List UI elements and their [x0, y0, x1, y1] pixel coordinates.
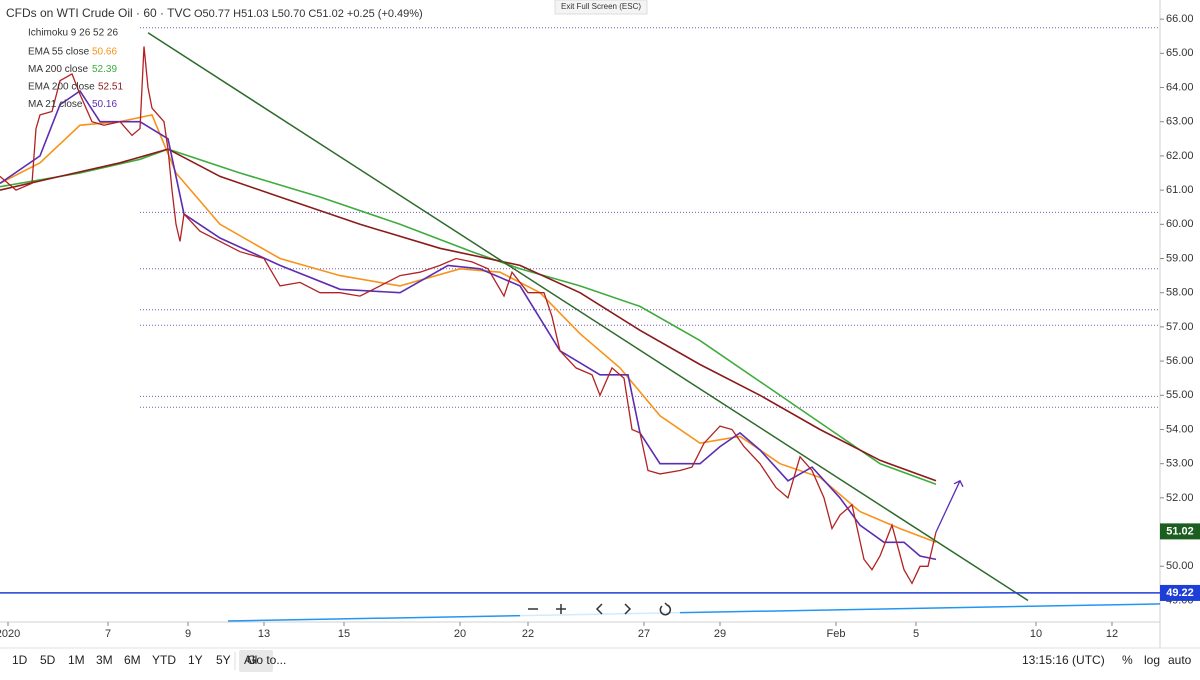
last-price-tag [1160, 523, 1200, 540]
y-tick-label: 56.00 [1166, 355, 1194, 367]
exit-label[interactable]: Exit Full Screen (ESC) [561, 2, 641, 11]
scroll-right[interactable] [624, 603, 632, 615]
zoom-in[interactable] [556, 604, 566, 614]
y-tick-label: 60.00 [1166, 218, 1194, 230]
price-tag [1160, 584, 1200, 601]
x-tick-label: 5 [913, 628, 919, 640]
range-button[interactable]: YTD [152, 653, 176, 667]
legend-value: 52.51 [98, 82, 123, 93]
legend-value: 52.39 [92, 64, 117, 75]
x-tick-label: 13 [258, 628, 270, 640]
plot [0, 27, 1161, 622]
range-button[interactable]: 6M [124, 653, 141, 667]
legend-name: MA 21 close [28, 99, 83, 110]
x-tick-label: 9 [185, 628, 191, 640]
nav-bg [520, 598, 680, 620]
axis-option[interactable]: % [1122, 653, 1133, 667]
price-tag-label: 49.22 [1166, 587, 1194, 599]
legend-name: MA 200 close [28, 64, 88, 75]
goto-button[interactable]: Go to... [247, 653, 286, 667]
reset[interactable] [659, 602, 672, 616]
trendline [227, 603, 1161, 622]
legend-value: 50.66 [92, 47, 117, 58]
y-tick-label: 59.00 [1166, 252, 1194, 264]
clock: 13:15:16 (UTC) [1022, 653, 1105, 667]
y-tick-label: 58.00 [1166, 287, 1194, 299]
indicator-line [0, 113, 937, 544]
y-tick-label: 62.00 [1166, 150, 1194, 162]
nav-controls [520, 598, 680, 620]
range-button[interactable]: 5D [40, 653, 56, 667]
axis-option[interactable]: auto [1168, 653, 1192, 667]
y-tick-label: 55.00 [1166, 389, 1194, 401]
x-tick-label: 12 [1106, 628, 1118, 640]
range-button[interactable]: 1M [68, 653, 85, 667]
x-tick-label: 29 [714, 628, 726, 640]
x-tick-label: 10 [1030, 628, 1042, 640]
last-price-label: 51.02 [1166, 525, 1194, 537]
arrow [935, 480, 961, 533]
axis-option[interactable]: log [1144, 653, 1160, 667]
scroll-left[interactable] [595, 603, 603, 615]
y-tick-label: 53.00 [1166, 458, 1194, 470]
x-tick-label: 27 [638, 628, 650, 640]
chart-title: CFDs on WTI Crude Oil · 60 · TVC [6, 6, 191, 20]
range-button[interactable]: All [244, 653, 257, 667]
x-tick-label: 22 [522, 628, 534, 640]
price-line [0, 46, 937, 585]
exit-button[interactable] [554, 0, 648, 15]
trendline [147, 32, 1029, 602]
x-tick-label: 15 [338, 628, 350, 640]
legend-name: EMA 200 close [28, 82, 95, 93]
x-tick-label: 2020 [0, 628, 20, 640]
x-tick-label: 20 [454, 628, 466, 640]
x-tick-label: 7 [105, 628, 111, 640]
range-button[interactable]: 1Y [188, 653, 203, 667]
y-tick-label: 65.00 [1166, 47, 1194, 59]
ohlc: O50.77 H51.03 L50.70 C51.02 +0.25 (+0.49… [194, 8, 423, 20]
y-tick-label: 50.00 [1166, 560, 1194, 572]
legend-value: 50.16 [92, 99, 117, 110]
y-tick-label: 64.00 [1166, 81, 1194, 93]
y-tick-label: 52.00 [1166, 492, 1194, 504]
y-tick-label: 66.00 [1166, 13, 1194, 25]
y-tick-label: 63.00 [1166, 116, 1194, 128]
y-tick-label: 61.00 [1166, 184, 1194, 196]
indicator-line [0, 148, 937, 482]
range-active [239, 650, 273, 672]
range-button[interactable]: 1D [12, 653, 28, 667]
y-tick-label: 54.00 [1166, 423, 1194, 435]
range-button[interactable]: 5Y [216, 653, 231, 667]
range-button[interactable]: 3M [96, 653, 113, 667]
x-tick-label: Feb [827, 628, 846, 640]
indicator-label: Ichimoku 9 26 52 26 [28, 28, 118, 39]
arrow-head [953, 479, 964, 488]
indicator-line [0, 89, 937, 561]
y-tick-label: 57.00 [1166, 321, 1194, 333]
legend-name: EMA 55 close [28, 47, 90, 58]
